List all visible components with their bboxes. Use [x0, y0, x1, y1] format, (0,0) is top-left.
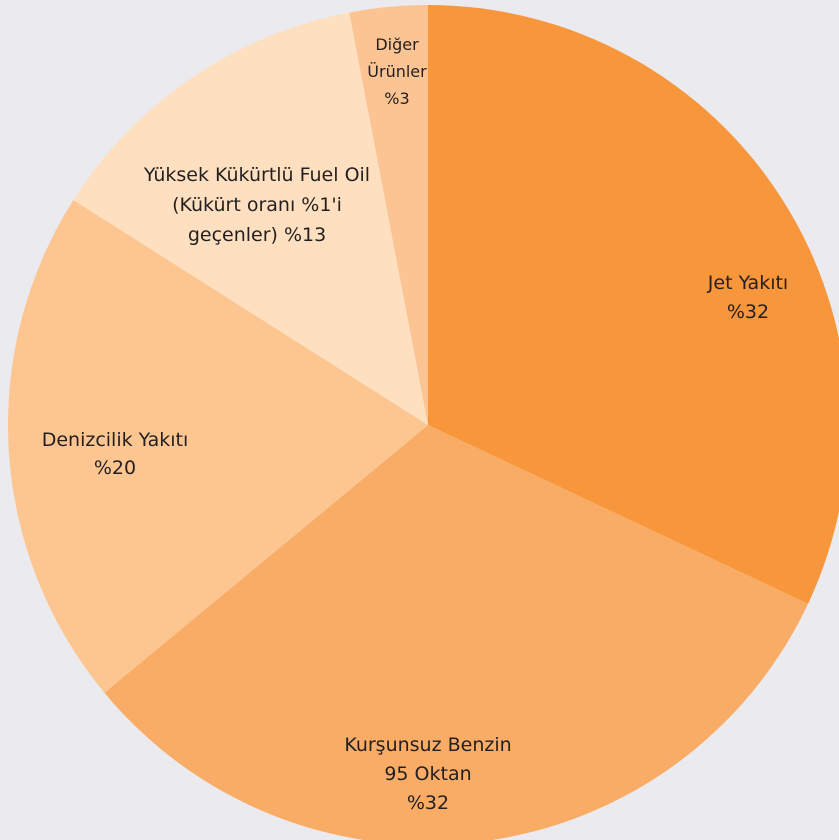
pie-slice [428, 5, 839, 604]
label-line: (Kükürt oranı %1'i [172, 194, 342, 216]
label-line: Jet Yakıtı [707, 272, 788, 294]
value-label: %32 [727, 301, 769, 323]
pie-slice [104, 425, 809, 840]
pie-slice [7, 199, 428, 693]
value-label: %32 [407, 792, 449, 814]
slice-label: Diğer Ürünler %3 [367, 35, 427, 108]
label-line: Yüksek Kükürtlü Fuel Oil [143, 164, 370, 186]
pie-slice [73, 12, 429, 425]
slice-label: Jet Yakıtı %32 [707, 272, 788, 323]
value-label: %20 [94, 457, 136, 479]
slice-label: Yüksek Kükürtlü Fuel Oil (Kükürt oranı %1… [143, 164, 370, 246]
value-label: %13 [284, 224, 326, 246]
label-line: Ürünler [367, 62, 427, 81]
label-line: geçenler) [188, 224, 278, 246]
label-line: 95 Oktan [384, 763, 471, 785]
label-line: Diğer [375, 35, 419, 54]
slice-label: Kurşunsuz Benzin 95 Oktan %32 [344, 734, 511, 814]
pie-slice [349, 5, 428, 425]
slice-label: Denizcilik Yakıtı %20 [42, 429, 189, 479]
label-line: Denizcilik Yakıtı [42, 429, 189, 451]
label-line: Kurşunsuz Benzin [344, 734, 511, 756]
value-label: %3 [384, 89, 409, 108]
